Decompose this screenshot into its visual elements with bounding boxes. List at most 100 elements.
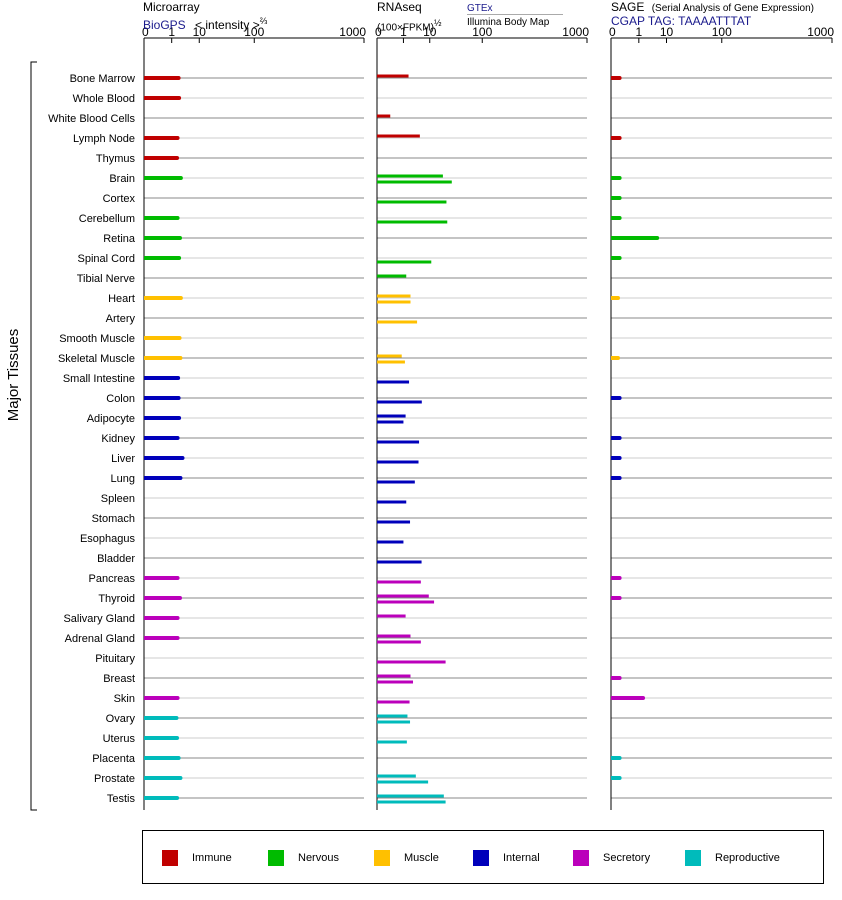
tissue-label: Smooth Muscle — [59, 333, 135, 345]
sage-bar-cap — [617, 756, 622, 760]
rnaseq-bar-rnaseq_ibm — [377, 180, 452, 184]
tissue-label: Lung — [111, 473, 135, 485]
tissue-label: Liver — [111, 453, 135, 465]
microarray-bar-cap — [175, 136, 180, 140]
legend-item-internal: Internal — [473, 850, 540, 866]
microarray-bar-microarray — [144, 796, 178, 800]
microarray-bar-cap — [174, 716, 179, 720]
ibm-source-label: Illumina Body Map — [467, 17, 550, 28]
rnaseq-bar-rnaseq_gtex — [377, 414, 406, 418]
microarray-title: Microarray — [143, 0, 200, 14]
legend-item-muscle: Muscle — [374, 850, 439, 866]
tissue-label: Skeletal Muscle — [58, 353, 135, 365]
microarray-bar-microarray — [144, 76, 179, 80]
microarray-bar-cap — [175, 616, 180, 620]
x-tick-label: 0 — [375, 25, 382, 39]
x-tick-label: 1000 — [807, 25, 834, 39]
x-tick-label: 10 — [193, 25, 207, 39]
tissue-label: Tibial Nerve — [77, 273, 135, 285]
microarray-bar-cap — [178, 296, 183, 300]
legend-item-nervous: Nervous — [268, 850, 339, 866]
rnaseq-bar-rnaseq_ibm — [377, 600, 435, 604]
tissue-label: Pituitary — [95, 653, 135, 665]
y-group-label: Major Tissues — [5, 328, 22, 422]
rnaseq-bar-rnaseq_ibm — [377, 540, 404, 544]
sage-bar-cap — [617, 676, 622, 680]
tissue-label: Esophagus — [80, 533, 136, 545]
legend-swatch — [268, 850, 284, 866]
microarray-bar-cap — [178, 596, 183, 600]
legend-item-reproductive: Reproductive — [685, 850, 780, 866]
tissue-label: Small Intestine — [63, 373, 135, 385]
rnaseq-bar-rnaseq_ibm — [377, 400, 422, 404]
tissue-label: Heart — [108, 293, 135, 305]
tissue-label: Uterus — [103, 733, 136, 745]
microarray-bar-cap — [175, 736, 180, 740]
gtex-source-link[interactable]: GTEx — [467, 3, 493, 14]
microarray-bar-microarray — [144, 476, 181, 480]
microarray-bar-microarray — [144, 136, 178, 140]
sage-bar-cap — [641, 696, 646, 700]
sage-bar-cap — [617, 456, 622, 460]
x-tick-label: 1 — [400, 25, 407, 39]
microarray-bar-cap — [176, 376, 181, 380]
rnaseq-bar-rnaseq_ibm — [377, 560, 422, 564]
sage-bar-sage — [611, 196, 620, 200]
rnaseq-bar-rnaseq_gtex — [377, 634, 411, 638]
rnaseq-bar-rnaseq_ibm — [377, 260, 432, 264]
legend-swatch — [573, 850, 589, 866]
microarray-bar-microarray — [144, 356, 181, 360]
tissue-group-bracket — [30, 61, 37, 811]
sage-bar-cap — [617, 476, 622, 480]
tissue-label: Salivary Gland — [63, 613, 135, 625]
microarray-bar-microarray — [144, 756, 179, 760]
sage-bar-sage — [611, 696, 644, 700]
microarray-bar-microarray — [144, 596, 181, 600]
x-tick-label: 100 — [472, 25, 492, 39]
microarray-bar-cap — [175, 576, 180, 580]
microarray-bar-cap — [178, 356, 183, 360]
microarray-bar-microarray — [144, 456, 183, 460]
sage-bar-cap — [617, 136, 622, 140]
tissue-label: Bone Marrow — [70, 73, 135, 85]
tissue-label: Thymus — [96, 153, 136, 165]
x-tick-label: 0 — [142, 25, 149, 39]
microarray-bar-microarray — [144, 416, 180, 420]
microarray-bar-cap — [176, 76, 181, 80]
microarray-bar-cap — [175, 696, 180, 700]
sage-bar-cap — [617, 196, 622, 200]
rnaseq-bar-rnaseq_gtex — [377, 774, 416, 778]
sage-bar-cap — [617, 596, 622, 600]
microarray-bar-microarray — [144, 216, 178, 220]
rnaseq-metric-exp: ½ — [433, 18, 442, 28]
microarray-bar-microarray — [144, 236, 181, 240]
tissue-label: Artery — [106, 313, 136, 325]
tissue-label: Breast — [103, 673, 135, 685]
rnaseq-bar-rnaseq_ibm — [377, 640, 421, 644]
microarray-bar-cap — [180, 456, 185, 460]
tissue-label: Skin — [114, 693, 135, 705]
legend-swatch — [685, 850, 701, 866]
sage-bar-cap — [615, 356, 620, 360]
x-tick-label: 1000 — [562, 25, 589, 39]
x-tick-label: 10 — [423, 25, 437, 39]
legend-swatch — [162, 850, 178, 866]
tissue-label: Kidney — [101, 433, 135, 445]
microarray-source-link[interactable]: BioGPS — [143, 18, 186, 32]
sage-bar-sage — [611, 396, 620, 400]
rnaseq-bar-rnaseq_ibm — [377, 480, 415, 484]
microarray-metric-exp: ⅔ — [259, 16, 268, 26]
sage-bar-cap — [617, 436, 622, 440]
sage-bar-cap — [617, 396, 622, 400]
microarray-bar-cap — [178, 776, 183, 780]
rnaseq-bar-rnaseq_gtex — [377, 174, 443, 178]
sage-bar-cap — [617, 576, 622, 580]
sage-bar-sage — [611, 576, 620, 580]
sage-bar-sage — [611, 216, 620, 220]
sage-tag-link[interactable]: CGAP TAG: TAAAATTTAT — [611, 14, 752, 28]
rnaseq-source-divider — [467, 14, 563, 15]
microarray-bar-cap — [175, 436, 180, 440]
rnaseq-bar-rnaseq_ibm — [377, 460, 419, 464]
microarray-bar-cap — [175, 216, 180, 220]
